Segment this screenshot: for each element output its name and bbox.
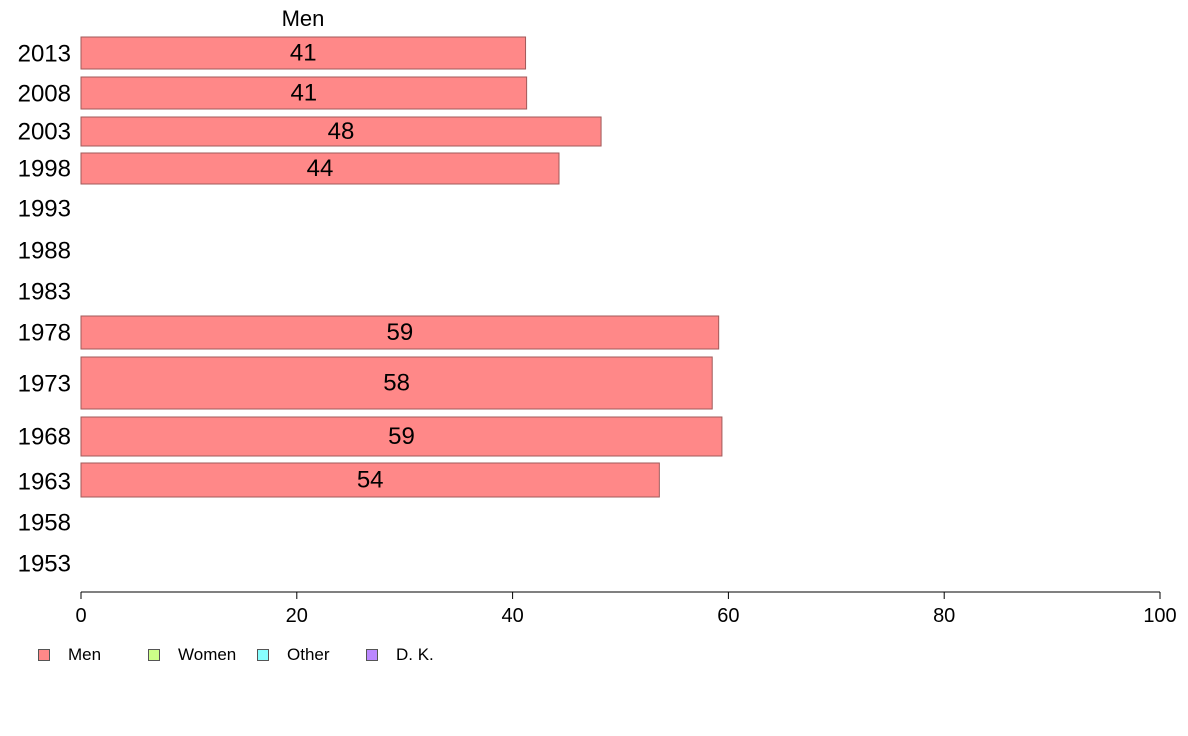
y-label-1963: 1963 xyxy=(18,469,71,496)
y-label-1958: 1958 xyxy=(18,510,71,537)
series-title: Men xyxy=(282,6,325,31)
x-axis: 0 20 40 60 80 100 xyxy=(75,591,1177,627)
y-axis-labels: 2013 2008 2003 1998 1993 1988 1983 1978 1973 1968… xyxy=(18,41,71,578)
legend-item-dk: D. K. xyxy=(366,645,434,665)
legend-label-women: Women xyxy=(178,645,237,664)
legend-label-men: Men xyxy=(68,645,102,664)
legend-item-other: Other xyxy=(257,645,330,665)
bar-label-1968: 59 xyxy=(388,423,415,450)
x-tick-label-0: 0 xyxy=(75,605,86,627)
bar-2013 xyxy=(80,36,527,70)
x-tick-label-20: 20 xyxy=(286,605,308,627)
x-tick-label-40: 40 xyxy=(501,605,523,627)
y-label-1993: 1993 xyxy=(18,196,71,223)
y-label-1983: 1983 xyxy=(18,279,71,306)
legend-item-men: Men xyxy=(38,645,101,665)
x-tick-label-60: 60 xyxy=(717,605,739,627)
bar-label-1998: 44 xyxy=(307,155,334,182)
bar-1968 xyxy=(80,416,723,457)
y-label-1968: 1968 xyxy=(18,424,71,451)
legend-label-other: Other xyxy=(287,645,330,664)
legend-swatch-men xyxy=(38,649,50,661)
y-label-1988: 1988 xyxy=(18,238,71,265)
bar-label-2003: 48 xyxy=(328,118,355,145)
bar-1978 xyxy=(80,315,720,350)
x-tick-label-100: 100 xyxy=(1143,605,1176,627)
legend-swatch-other xyxy=(257,649,269,661)
bar-2008 xyxy=(80,76,528,110)
bar-label-1978: 59 xyxy=(386,319,413,346)
bar-1998 xyxy=(80,152,560,185)
y-label-1978: 1978 xyxy=(18,320,71,347)
legend-label-dk: D. K. xyxy=(396,645,434,664)
legend-item-women: Women xyxy=(148,645,236,665)
bar-1963 xyxy=(80,462,660,498)
y-label-1998: 1998 xyxy=(18,156,71,183)
bar-label-1973: 58 xyxy=(383,370,410,397)
bar-label-2013: 41 xyxy=(290,40,317,67)
bar-1973 xyxy=(80,356,713,410)
y-label-1953: 1953 xyxy=(18,551,71,578)
bar-label-1963: 54 xyxy=(357,467,384,494)
y-label-2008: 2008 xyxy=(18,81,71,108)
legend-swatch-dk xyxy=(366,649,378,661)
y-label-2013: 2013 xyxy=(18,41,71,68)
y-label-2003: 2003 xyxy=(18,119,71,146)
bar-2003 xyxy=(80,116,602,147)
bar-label-2008: 41 xyxy=(290,80,317,107)
legend-swatch-women xyxy=(148,649,160,661)
y-label-1973: 1973 xyxy=(18,371,71,398)
x-tick-label-80: 80 xyxy=(933,605,955,627)
